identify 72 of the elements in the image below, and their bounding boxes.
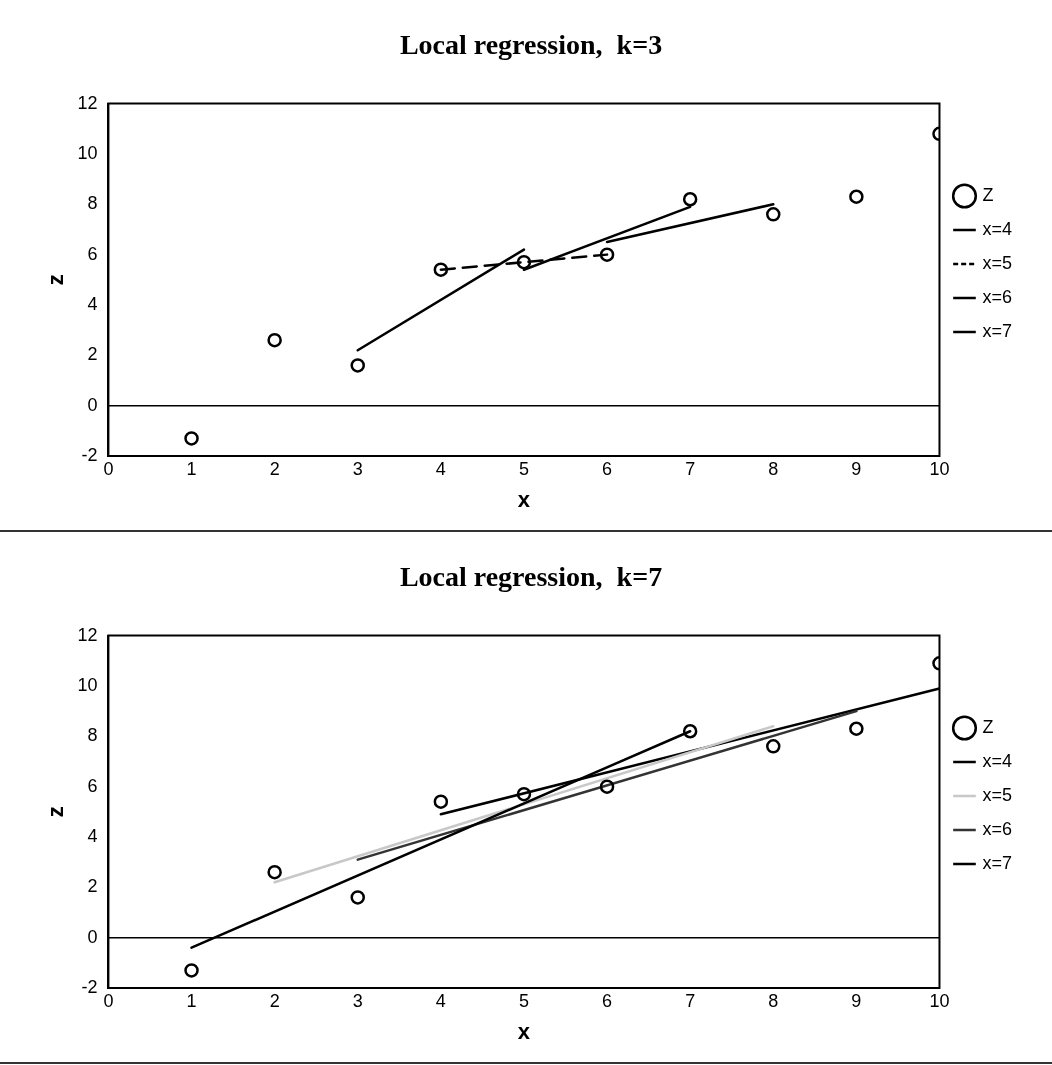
point bbox=[849, 721, 864, 736]
legend-label: x=5 bbox=[982, 784, 1013, 805]
x-tick-label: 5 bbox=[518, 990, 529, 1011]
point bbox=[516, 786, 532, 802]
point bbox=[433, 262, 449, 277]
x-tick-label: 7 bbox=[685, 990, 696, 1011]
x-tick-label: 8 bbox=[768, 458, 779, 479]
y-tick-label: 4 bbox=[87, 825, 98, 846]
legend-label: x=6 bbox=[982, 818, 1013, 839]
point bbox=[766, 739, 781, 754]
point bbox=[267, 864, 282, 880]
x-tick-label: 9 bbox=[851, 458, 862, 479]
legend-label: x=7 bbox=[982, 852, 1013, 873]
y-tick-label: 0 bbox=[87, 926, 98, 947]
point bbox=[599, 247, 615, 262]
y-tick-label: 6 bbox=[87, 775, 98, 796]
point bbox=[350, 358, 365, 373]
point bbox=[267, 332, 282, 348]
y-tick-label: 8 bbox=[87, 193, 98, 214]
y-axis-title: z bbox=[43, 274, 69, 286]
x-axis-title: x bbox=[517, 486, 531, 512]
legend-label: x=6 bbox=[982, 286, 1013, 307]
legend-label: Z bbox=[982, 716, 994, 737]
chart-title: Local regression, k=3 bbox=[399, 29, 663, 61]
x-tick-label: 2 bbox=[269, 990, 280, 1011]
x-tick-label: 10 bbox=[929, 990, 950, 1011]
x-tick-label: 10 bbox=[929, 458, 950, 479]
x-tick-label: 1 bbox=[186, 990, 197, 1011]
point bbox=[682, 724, 698, 739]
y-tick-label: 8 bbox=[87, 725, 98, 746]
point bbox=[350, 890, 365, 905]
legend-label: x=5 bbox=[982, 252, 1013, 273]
x-tick-label: 8 bbox=[768, 990, 779, 1011]
x-tick-label: 3 bbox=[352, 458, 363, 479]
point bbox=[682, 192, 698, 207]
point bbox=[516, 254, 532, 270]
legend-label: Z bbox=[982, 184, 994, 205]
legend-label: x=7 bbox=[982, 320, 1013, 341]
point bbox=[849, 189, 864, 204]
x-tick-label: 6 bbox=[602, 990, 613, 1011]
y-tick-label: 12 bbox=[77, 624, 98, 645]
x-tick-label: 9 bbox=[851, 990, 862, 1011]
x-tick-label: 4 bbox=[435, 458, 446, 479]
y-tick-label: -2 bbox=[81, 444, 98, 465]
x-tick-label: 1 bbox=[186, 458, 197, 479]
y-tick-label: 4 bbox=[87, 293, 98, 314]
y-tick-label: 2 bbox=[87, 876, 98, 897]
chart-title: Local regression, k=7 bbox=[399, 561, 663, 593]
y-tick-label: 10 bbox=[77, 142, 98, 163]
point bbox=[766, 207, 781, 222]
x-axis-title: x bbox=[517, 1018, 531, 1044]
y-axis-title: z bbox=[43, 806, 69, 818]
x-tick-label: 5 bbox=[518, 458, 529, 479]
point bbox=[184, 963, 199, 978]
y-tick-label: 2 bbox=[87, 344, 98, 365]
x-tick-label: 7 bbox=[685, 458, 696, 479]
y-tick-label: 6 bbox=[87, 243, 98, 264]
point bbox=[599, 779, 615, 794]
point bbox=[184, 431, 199, 446]
y-tick-label: 0 bbox=[87, 394, 98, 415]
x-tick-label: 3 bbox=[352, 990, 363, 1011]
x-tick-label: 6 bbox=[602, 458, 613, 479]
x-tick-label: 4 bbox=[435, 990, 446, 1011]
legend-label: x=4 bbox=[982, 218, 1013, 239]
y-tick-label: 12 bbox=[77, 92, 98, 113]
legend-label: x=4 bbox=[982, 750, 1013, 771]
x-tick-label: 2 bbox=[269, 458, 280, 479]
x-tick-label: 0 bbox=[103, 990, 114, 1011]
x-tick-label: 0 bbox=[103, 458, 114, 479]
y-tick-label: -2 bbox=[81, 976, 98, 997]
y-tick-label: 10 bbox=[77, 674, 98, 695]
point bbox=[433, 794, 449, 809]
